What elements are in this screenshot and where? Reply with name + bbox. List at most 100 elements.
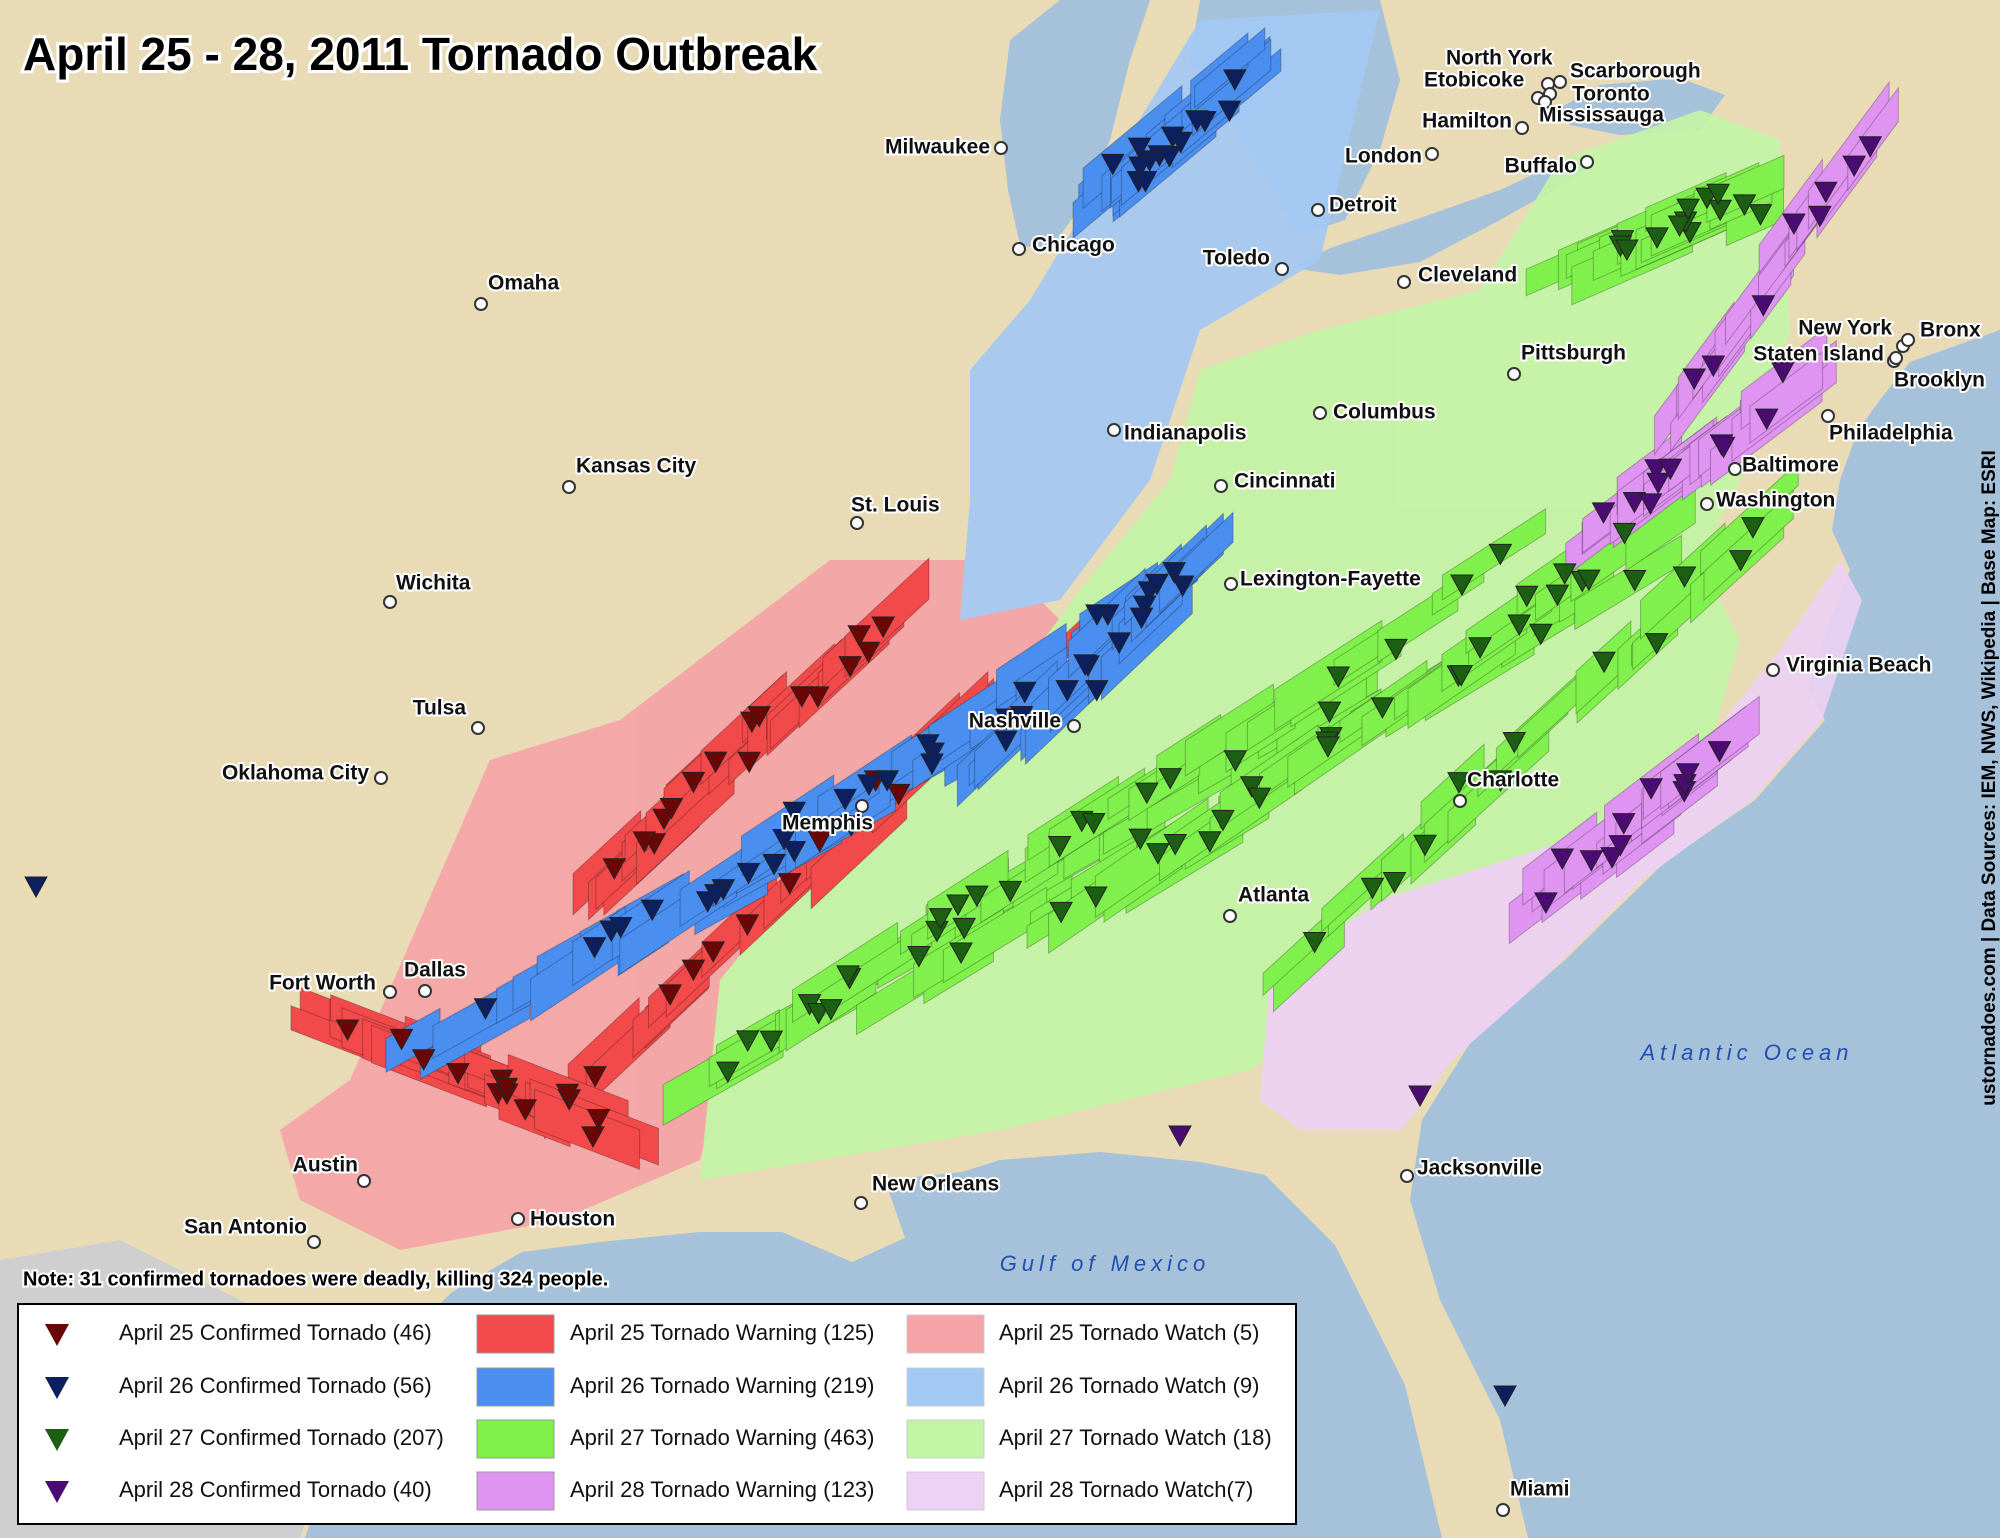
tornado-marker bbox=[1450, 574, 1474, 597]
city-dot bbox=[1067, 719, 1081, 733]
tornado-marker bbox=[1842, 155, 1867, 178]
tornado-marker bbox=[602, 858, 627, 880]
city-dot bbox=[1311, 203, 1325, 217]
legend-label: April 28 Confirmed Tornado (40) bbox=[119, 1477, 432, 1502]
city-label: Virginia Beach bbox=[1786, 654, 1932, 677]
city-dot bbox=[511, 1212, 525, 1226]
city-label: Staten Island bbox=[1753, 343, 1884, 366]
tornado-marker bbox=[1534, 892, 1558, 914]
tornado-marker bbox=[1741, 517, 1765, 539]
city-dot bbox=[1214, 479, 1228, 493]
tornado-marker bbox=[1382, 872, 1407, 894]
legend-label: April 27 Tornado Warning (463) bbox=[570, 1425, 875, 1450]
tornado-marker bbox=[736, 862, 761, 885]
city-label: Wichita bbox=[396, 572, 471, 595]
tornado-marker bbox=[838, 656, 862, 678]
city-label: Fort Worth bbox=[269, 972, 376, 995]
legend-swatch bbox=[476, 1419, 555, 1459]
tornado-marker bbox=[1129, 607, 1154, 630]
tornado-marker bbox=[1073, 654, 1097, 676]
tornado-marker bbox=[772, 828, 796, 851]
city-label: Austin bbox=[293, 1154, 358, 1177]
tornado-marker bbox=[1370, 697, 1395, 719]
tornado-marker bbox=[632, 831, 657, 853]
tornado-marker bbox=[1813, 181, 1838, 204]
tornado-marker bbox=[737, 751, 762, 774]
tornado-marker bbox=[1317, 701, 1342, 724]
tornado-marker bbox=[555, 1083, 580, 1106]
tornado-marker bbox=[1316, 736, 1340, 758]
tornado-marker bbox=[1706, 183, 1730, 206]
tornado-marker bbox=[1645, 227, 1669, 249]
city-label: Scarborough bbox=[1570, 60, 1701, 83]
legend-label: April 28 Tornado Warning (123) bbox=[570, 1477, 875, 1502]
city-label: Bronx bbox=[1920, 319, 1981, 342]
legend-label: April 27 Tornado Watch (18) bbox=[999, 1425, 1272, 1450]
city-dot bbox=[994, 141, 1008, 155]
city-label: Indianapolis bbox=[1124, 422, 1247, 445]
tornado-marker bbox=[581, 1126, 605, 1148]
city-label: Washington bbox=[1716, 489, 1835, 512]
tornado-marker bbox=[1552, 563, 1577, 585]
city-label: Omaha bbox=[488, 272, 560, 295]
city-dot bbox=[1580, 155, 1594, 169]
tornado-marker bbox=[681, 771, 706, 794]
tornado-marker bbox=[994, 708, 1019, 730]
tornado-marker bbox=[1711, 436, 1736, 459]
tornado-marker bbox=[1644, 633, 1669, 655]
tornado-marker bbox=[839, 815, 864, 837]
tornado-marker bbox=[1239, 776, 1264, 798]
city-label: Kansas City bbox=[576, 455, 697, 478]
tornado-marker bbox=[875, 770, 900, 792]
city-label: Atlanta bbox=[1238, 884, 1309, 907]
lake-michigan bbox=[1000, 0, 1150, 250]
tornado-marker bbox=[847, 625, 872, 647]
tornado-marker bbox=[920, 753, 944, 776]
tornado-marker bbox=[1808, 205, 1832, 228]
tornado-marker bbox=[1134, 782, 1159, 805]
city-label: London bbox=[1345, 145, 1422, 168]
city-dot bbox=[1397, 275, 1411, 289]
city-label: Cleveland bbox=[1418, 264, 1517, 287]
city-dot bbox=[1275, 262, 1289, 276]
city-label: San Antonio bbox=[184, 1216, 307, 1239]
city-dot bbox=[418, 984, 432, 998]
tornado-marker bbox=[716, 1061, 740, 1084]
tornado-marker bbox=[805, 686, 830, 708]
city-label: Dallas bbox=[404, 959, 466, 982]
city-label: Lexington-Fayette bbox=[1240, 568, 1421, 591]
tornado-marker bbox=[1638, 493, 1663, 515]
city-dot bbox=[1107, 423, 1121, 437]
tornado-marker bbox=[762, 853, 786, 876]
city-dot bbox=[1889, 351, 1903, 365]
tornado-marker bbox=[703, 751, 728, 774]
city-dot bbox=[1538, 95, 1552, 109]
city-dot bbox=[383, 595, 397, 609]
city-label: Mississauga bbox=[1539, 104, 1664, 127]
city-dot bbox=[1901, 333, 1915, 347]
tornado-marker bbox=[1055, 680, 1080, 702]
city-label: Chicago bbox=[1032, 234, 1115, 257]
legend-label: April 25 Confirmed Tornado (46) bbox=[119, 1320, 432, 1345]
tornado-marker bbox=[759, 1030, 784, 1053]
city-label: Pittsburgh bbox=[1521, 342, 1626, 365]
tornado-marker bbox=[640, 899, 665, 922]
city-label: St. Louis bbox=[851, 494, 940, 517]
tornado-marker bbox=[1672, 566, 1697, 589]
tornado-marker bbox=[735, 914, 760, 936]
note: Note: 31 confirmed tornadoes were deadly… bbox=[23, 1268, 608, 1290]
tornado-marker bbox=[998, 880, 1023, 903]
tornado-marker bbox=[928, 908, 953, 930]
city-dot bbox=[1766, 663, 1780, 677]
city-label: Toronto bbox=[1572, 83, 1650, 106]
tornado-marker bbox=[1488, 543, 1513, 566]
tornado-marker bbox=[871, 616, 896, 639]
tornado-marker bbox=[1100, 153, 1125, 176]
city-label: Charlotte bbox=[1467, 769, 1559, 792]
city-dot bbox=[854, 1196, 868, 1210]
tornado-marker bbox=[1611, 813, 1636, 835]
legend-box bbox=[17, 1303, 1297, 1525]
tornado-marker bbox=[1128, 156, 1152, 179]
city-label: Buffalo bbox=[1505, 155, 1577, 178]
